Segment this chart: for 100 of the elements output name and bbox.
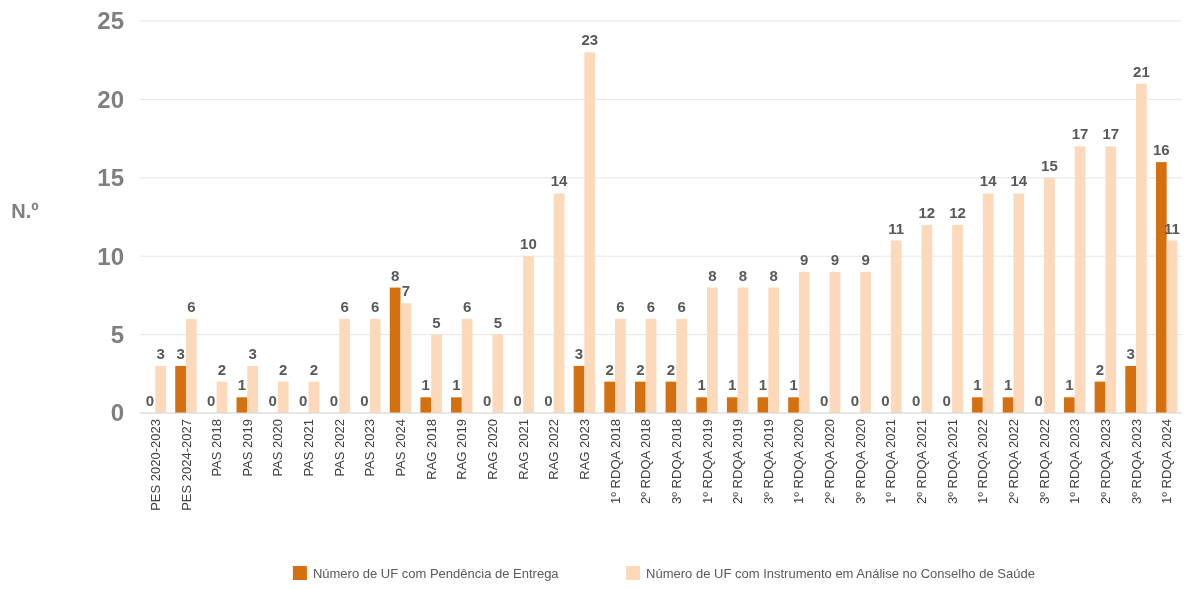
data-label: 0 xyxy=(482,392,492,409)
x-tick-label: 3º RDQA 2022 xyxy=(1036,419,1052,504)
x-tick-label: 3º RDQA 2023 xyxy=(1128,419,1144,504)
x-tick-label: PAS 2023 xyxy=(362,419,378,477)
data-label: 0 xyxy=(850,392,860,409)
bar xyxy=(339,318,350,413)
x-tick-label: PES 2020-2023 xyxy=(147,419,163,511)
data-label: 2 xyxy=(217,360,227,378)
x-tick-label: 1º RDQA 2019 xyxy=(699,419,715,504)
x-tick-label: 1º RDQA 2023 xyxy=(1067,419,1083,504)
data-label: 0 xyxy=(329,392,339,409)
bar xyxy=(645,318,657,413)
x-tick-label: RAG 2018 xyxy=(423,419,439,480)
bar xyxy=(420,397,432,413)
data-label: 8 xyxy=(769,266,778,284)
bar xyxy=(829,271,841,413)
bar xyxy=(1155,162,1167,413)
bar xyxy=(369,318,381,413)
bar xyxy=(1105,146,1117,413)
bar xyxy=(277,381,289,413)
data-label: 8 xyxy=(708,266,717,284)
data-label: 1 xyxy=(237,376,247,394)
data-label: 16 xyxy=(1152,141,1170,159)
data-label: 2 xyxy=(666,360,676,378)
bar xyxy=(175,365,186,413)
data-label: 6 xyxy=(340,297,349,315)
bar xyxy=(860,271,871,413)
bar xyxy=(553,193,565,413)
legend-label: Número de UF com Pendência de Entrega xyxy=(312,566,560,581)
bar xyxy=(706,287,718,413)
x-tick-label: RAG 2021 xyxy=(515,419,531,480)
data-label: 6 xyxy=(462,297,472,315)
bar xyxy=(952,224,963,413)
bar xyxy=(492,334,504,413)
x-tick-label: RAG 2023 xyxy=(576,419,592,480)
data-label: 12 xyxy=(918,203,936,221)
x-tick-label: RAG 2022 xyxy=(546,419,562,480)
data-label: 1 xyxy=(973,376,982,394)
data-label: 3 xyxy=(574,344,584,362)
x-tick-label: PES 2024-2027 xyxy=(178,419,194,511)
bar xyxy=(1064,397,1075,413)
data-label: 1 xyxy=(1003,376,1013,394)
x-tick-label: RAG 2020 xyxy=(484,419,500,480)
bar xyxy=(921,224,933,413)
data-label: 3 xyxy=(156,344,165,362)
data-label: 14 xyxy=(979,172,998,190)
y-tick-label: 25 xyxy=(97,7,124,35)
y-axis-title: N.º xyxy=(11,200,39,222)
bar xyxy=(1125,365,1137,413)
data-label: 0 xyxy=(942,392,951,409)
bar xyxy=(1166,240,1178,413)
data-label: 9 xyxy=(830,250,840,268)
x-tick-label: 1º RDQA 2020 xyxy=(791,419,807,504)
bar xyxy=(676,318,688,413)
data-label: 17 xyxy=(1071,125,1089,143)
bar xyxy=(1013,193,1025,413)
bar xyxy=(768,287,779,413)
data-label: 0 xyxy=(881,392,890,409)
data-label: 0 xyxy=(207,392,216,409)
bar xyxy=(726,397,738,413)
bar xyxy=(982,193,994,413)
data-label: 0 xyxy=(145,392,155,409)
data-label: 14 xyxy=(1010,172,1028,190)
x-tick-label: RAG 2019 xyxy=(454,419,470,480)
x-tick-label: 3º RDQA 2019 xyxy=(760,419,776,504)
x-tick-label: PAS 2019 xyxy=(239,419,255,477)
bar xyxy=(523,256,534,413)
x-tick-label: 2º RDQA 2018 xyxy=(638,419,654,504)
data-label: 15 xyxy=(1041,156,1058,174)
y-tick-label: 5 xyxy=(110,321,124,348)
data-label: 0 xyxy=(299,392,308,409)
x-tick-label: 2º RDQA 2022 xyxy=(1005,419,1021,504)
x-tick-label: 2º RDQA 2023 xyxy=(1097,419,1113,504)
x-tick-label: 3º RDQA 2021 xyxy=(944,419,960,504)
x-tick-label: 2º RDQA 2019 xyxy=(730,419,746,504)
data-label: 1 xyxy=(1065,376,1074,394)
bar xyxy=(634,381,646,413)
bar xyxy=(389,287,401,413)
x-tick-label: PAS 2021 xyxy=(301,419,317,477)
bar xyxy=(247,365,258,413)
x-tick-label: 1º RDQA 2022 xyxy=(975,419,991,504)
data-label: 1 xyxy=(697,376,706,394)
data-label: 2 xyxy=(605,360,614,378)
bar xyxy=(461,318,473,413)
data-label: 6 xyxy=(677,297,686,315)
data-label: 21 xyxy=(1133,62,1150,80)
data-label: 0 xyxy=(820,392,829,409)
data-label: 17 xyxy=(1102,125,1120,143)
bar xyxy=(737,287,749,413)
x-tick-label: 1º RDQA 2018 xyxy=(607,419,623,504)
data-label: 7 xyxy=(401,282,411,300)
data-label: 2 xyxy=(636,360,645,378)
bar xyxy=(155,365,167,413)
x-tick-label: 1º RDQA 2024 xyxy=(1159,419,1175,504)
data-label: 0 xyxy=(544,392,553,409)
x-tick-label: PAS 2020 xyxy=(270,419,286,477)
data-label: 5 xyxy=(493,313,502,331)
data-label: 6 xyxy=(616,297,625,315)
y-tick-label: 15 xyxy=(97,164,124,192)
data-label: 2 xyxy=(1095,360,1105,378)
